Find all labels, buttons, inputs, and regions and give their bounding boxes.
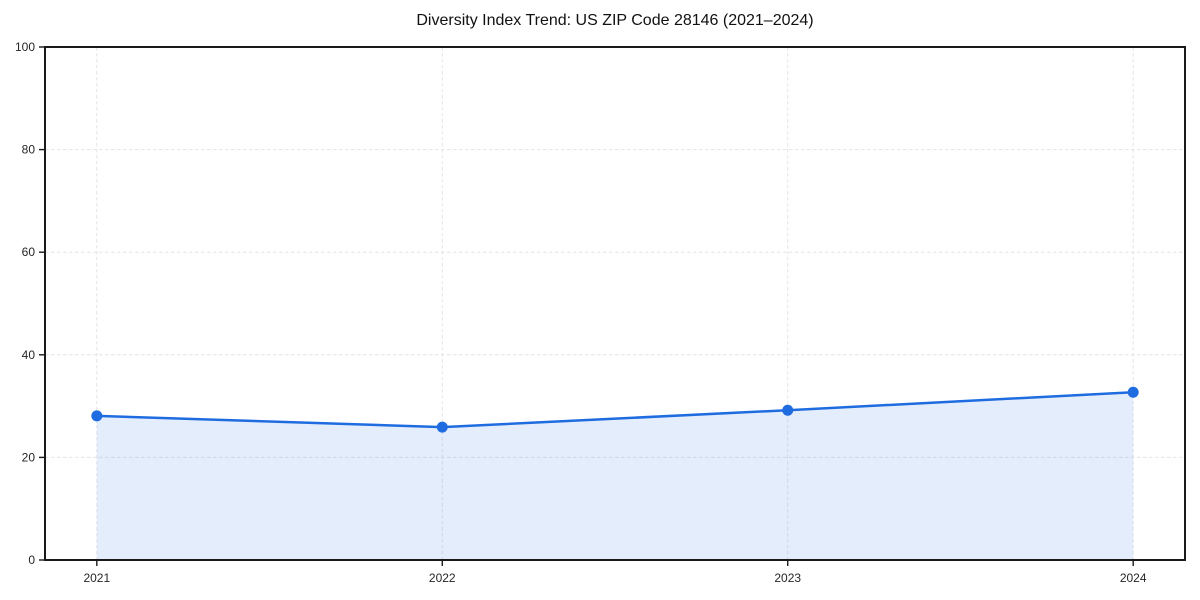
y-axis-tick-label: 0	[28, 553, 35, 567]
y-axis-tick-label: 100	[15, 40, 35, 54]
y-axis-tick-label: 40	[22, 348, 36, 362]
y-axis-tick-label: 80	[22, 143, 36, 157]
x-axis-tick-label: 2022	[429, 571, 456, 585]
data-point-marker	[91, 410, 103, 422]
data-point-marker	[436, 421, 448, 433]
series-line	[95, 390, 1135, 429]
x-axis-tick-label: 2024	[1120, 571, 1147, 585]
chart-title: Diversity Index Trend: US ZIP Code 28146…	[416, 12, 814, 29]
x-axis-tick-label: 2023	[774, 571, 801, 585]
data-point-marker	[1127, 386, 1139, 398]
plot-spines	[44, 46, 1186, 561]
data-point-marker	[782, 404, 794, 416]
y-axis-tick-label: 60	[22, 245, 36, 259]
x-axis-tick-label: 2021	[83, 571, 110, 585]
y-axis-tick-label: 20	[22, 450, 36, 464]
series-area-fill	[96, 392, 1134, 560]
